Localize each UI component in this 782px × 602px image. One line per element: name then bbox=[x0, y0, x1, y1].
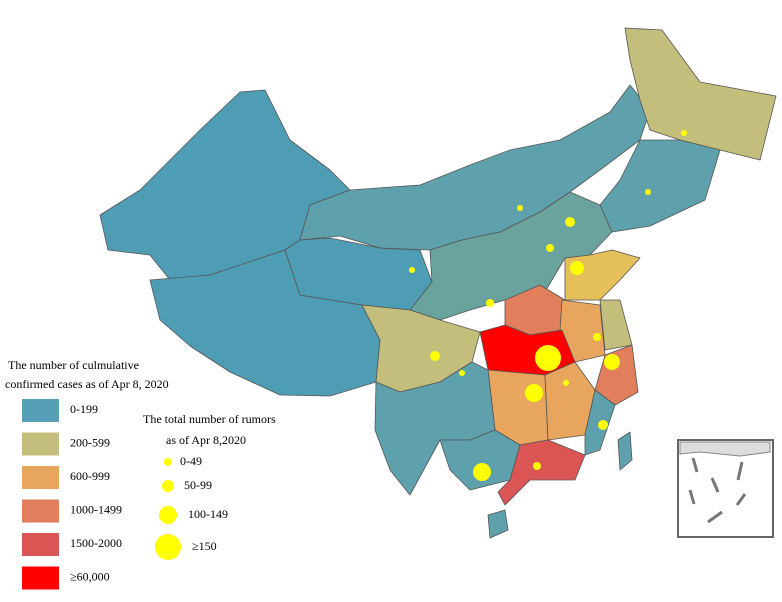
inset-islands bbox=[688, 457, 747, 524]
bubble bbox=[533, 462, 541, 470]
bubble bbox=[681, 130, 687, 136]
bubble bbox=[430, 351, 440, 361]
legend-label: ≥150 bbox=[192, 539, 217, 553]
jiangsu bbox=[599, 299, 633, 351]
bubble bbox=[517, 205, 523, 211]
bubble bbox=[486, 299, 494, 307]
bubble bbox=[459, 370, 465, 376]
legend-label: 1500-2000 bbox=[70, 536, 122, 550]
shandong bbox=[564, 249, 641, 301]
qinghai bbox=[284, 237, 433, 311]
anhui bbox=[559, 299, 606, 363]
legend-label: 200-599 bbox=[70, 435, 110, 449]
legend-label: 50-99 bbox=[184, 478, 212, 492]
rumors-legend-title: as of Apr 8,2020 bbox=[166, 433, 246, 447]
bubble bbox=[593, 333, 601, 341]
legend-bubble bbox=[159, 506, 177, 524]
bubble bbox=[563, 380, 569, 386]
legend-bubble bbox=[164, 458, 172, 466]
legend-label: 0-199 bbox=[70, 402, 98, 416]
rumors-legend-title: The total number of rumors bbox=[143, 412, 276, 426]
legend-swatch bbox=[22, 466, 59, 489]
bubble bbox=[525, 384, 543, 402]
legend-swatch bbox=[22, 533, 59, 556]
legend-swatch bbox=[22, 566, 59, 590]
rumor-bubbles bbox=[409, 130, 687, 481]
inset-south-china-sea bbox=[677, 439, 774, 538]
legend-label: ≥60,000 bbox=[70, 569, 110, 583]
bubble bbox=[604, 354, 620, 370]
bubble bbox=[598, 420, 608, 430]
bubble bbox=[546, 244, 554, 252]
bubble bbox=[645, 189, 651, 195]
bubble bbox=[409, 267, 415, 273]
bubble bbox=[570, 261, 584, 275]
legend-label: 0-49 bbox=[180, 454, 202, 468]
bubble bbox=[565, 217, 575, 227]
legend-bubble bbox=[162, 480, 174, 492]
legend-swatch bbox=[22, 432, 59, 456]
legend-swatch bbox=[22, 399, 59, 422]
guangdong bbox=[497, 439, 586, 506]
bubble bbox=[473, 463, 491, 481]
legend-label: 600-999 bbox=[70, 469, 110, 483]
cases-legend-title: The number of culmulative bbox=[8, 358, 139, 372]
legend-bubble bbox=[155, 534, 181, 560]
legend-label: 1000-1499 bbox=[70, 502, 122, 516]
bubble bbox=[535, 345, 561, 371]
cases-legend-title: confirmed cases as of Apr 8, 2020 bbox=[5, 377, 169, 391]
legend-swatch bbox=[22, 499, 59, 523]
legend-label: 100-149 bbox=[188, 507, 228, 521]
inset-frame bbox=[677, 439, 774, 538]
inner-mongolia bbox=[299, 84, 651, 251]
jilin-liaoning bbox=[599, 139, 721, 233]
inset-land bbox=[679, 441, 771, 457]
hainan bbox=[487, 509, 509, 539]
taiwan bbox=[617, 431, 633, 471]
